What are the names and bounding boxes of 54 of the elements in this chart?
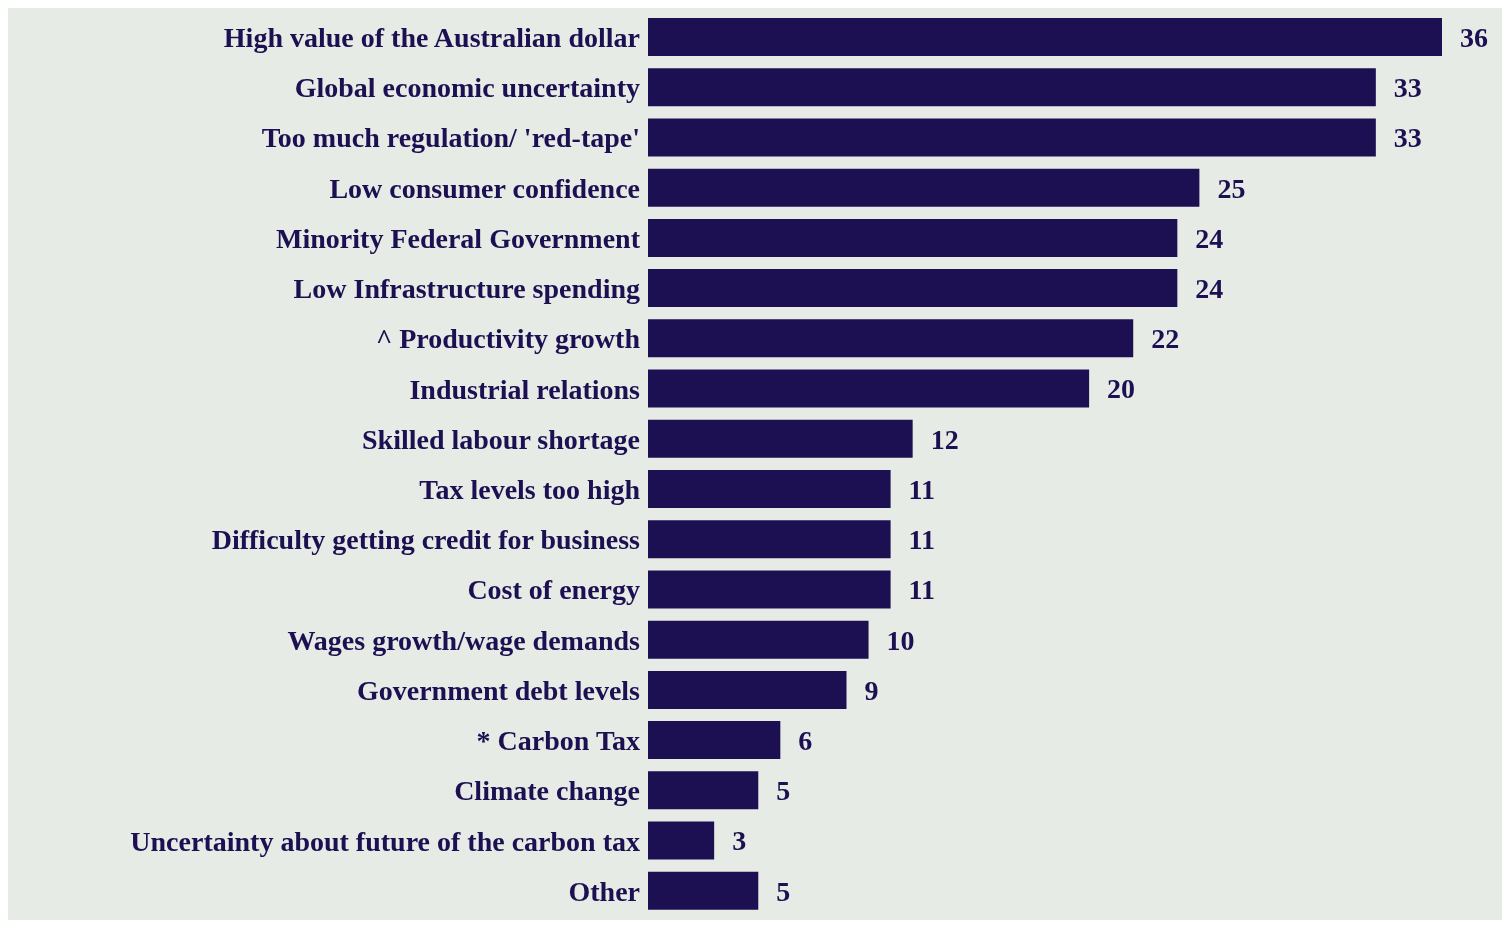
- bar: [648, 470, 891, 508]
- y-tick-label: Climate change: [454, 775, 640, 807]
- y-tick-label: Other: [568, 875, 640, 907]
- data-label: 11: [908, 473, 936, 505]
- y-tick-label: Difficulty getting credit for business: [211, 524, 641, 556]
- bar: [648, 721, 781, 760]
- bar: [648, 369, 1090, 408]
- y-tick-label: Low consumer confidence: [329, 172, 640, 204]
- y-tick-label: Wages growth/wage demands: [287, 624, 641, 656]
- data-label: 24: [1195, 273, 1224, 305]
- data-label: 22: [1151, 323, 1180, 355]
- bar: [648, 419, 913, 458]
- y-tick-label: * Carbon Tax: [476, 725, 640, 757]
- bar: [648, 269, 1178, 308]
- y-tick-label: Global economic uncertainty: [294, 72, 640, 104]
- bar: [648, 68, 1376, 107]
- y-tick-label: Government debt levels: [356, 674, 641, 706]
- data-label: 25: [1217, 172, 1246, 204]
- y-tick-label: ^ Productivity growth: [375, 323, 641, 355]
- data-label: 5: [776, 775, 791, 807]
- bar: [648, 18, 1442, 56]
- y-tick-label: Low Infrastructure spending: [293, 273, 640, 305]
- data-label: 33: [1393, 72, 1422, 104]
- bar: [648, 670, 847, 709]
- data-label: 6: [798, 725, 813, 757]
- data-label: 10: [886, 624, 915, 656]
- data-label: 12: [930, 423, 959, 455]
- data-label: 9: [864, 674, 879, 706]
- data-label: 11: [908, 574, 936, 606]
- data-label: 5: [776, 875, 791, 907]
- y-tick-label: Skilled labour shortage: [362, 423, 640, 455]
- data-label: 11: [908, 524, 936, 556]
- data-label: 3: [732, 825, 747, 857]
- y-tick-label: Tax levels too high: [419, 474, 641, 506]
- y-tick-label: High value of the Australian dollar: [223, 22, 640, 54]
- y-tick-label: Cost of energy: [467, 574, 640, 606]
- bar: [648, 218, 1178, 257]
- bar: [648, 319, 1134, 358]
- bar: [648, 771, 759, 810]
- bar: [648, 871, 759, 910]
- bar: [648, 520, 891, 559]
- data-label: 24: [1195, 222, 1224, 254]
- bar: [648, 620, 869, 659]
- data-label: 33: [1393, 122, 1422, 154]
- data-label: 36: [1460, 21, 1488, 53]
- bar: [648, 821, 715, 860]
- data-label: 20: [1107, 373, 1136, 405]
- bar: [648, 570, 891, 609]
- y-tick-label: Uncertainty about future of the carbon tax: [130, 825, 640, 857]
- y-tick-label: Too much regulation/ 'red-tape': [261, 122, 640, 154]
- y-tick-label: Industrial relations: [409, 373, 641, 405]
- bar: [648, 118, 1376, 157]
- bar: [648, 168, 1200, 207]
- y-tick-label: Minority Federal Government: [276, 222, 641, 254]
